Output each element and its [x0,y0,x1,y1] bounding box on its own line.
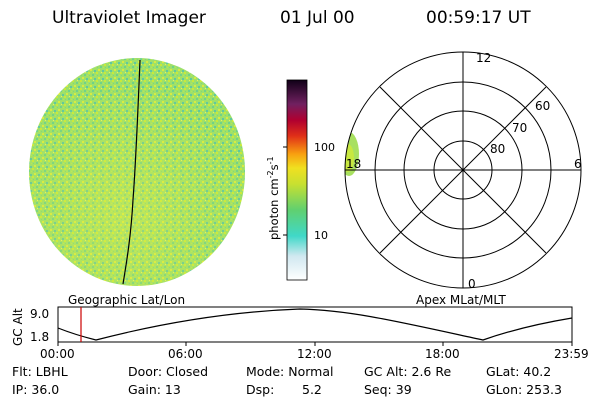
apex-caption: Apex MLat/MLT [416,293,506,307]
mlt-label-0: 0 [468,277,476,291]
gc-altitude-info: GC Alt: 2.6 Re [364,364,452,379]
geographic-caption: Geographic Lat/Lon [68,293,185,307]
sequence-info: Seq: 39 [364,382,412,397]
mlat-label-80: 80 [490,142,505,156]
mlat-label-70: 70 [512,121,527,135]
app-title: Ultraviolet Imager [52,8,206,28]
filter-info: Flt: LBHL [12,364,68,379]
y-tick-9: 9.0 [30,307,49,321]
colorbar-unit-label: photon cm-2s-1 [266,156,281,240]
meridian-diag-2 [379,86,547,254]
disk-shading [29,58,245,286]
gain-info: Gain: 13 [128,382,181,397]
x-label-0600: 06:00 [168,347,203,361]
terminator-line [122,59,141,285]
ip-info: IP: 36.0 [12,382,60,397]
altitude-timeline: 9.0 1.8 GC Alt 00:00 06:00 12:00 18:00 2… [11,306,589,361]
x-label-1200: 12:00 [297,347,332,361]
x-label-2359: 23:59 [554,347,589,361]
date-label: 01 Jul 00 [280,8,355,28]
mlt-label-6: 6 [574,157,582,171]
mlt-label-18: 18 [346,157,361,171]
polar-plot: 12 18 6 0 60 70 80 [344,51,582,291]
timeline-frame [57,306,573,343]
colorbar: 100 10 photon cm-2s-1 [266,79,335,281]
geo-latitude-info: GLat: 40.2 [486,364,552,379]
x-label-0000: 00:00 [40,347,75,361]
aurora-patch-core [345,144,354,172]
x-label-1800: 18:00 [425,347,460,361]
geographic-disk [29,58,245,286]
door-info: Door: Closed [128,364,209,379]
time-label: 00:59:17 UT [426,8,531,28]
mlat-label-60: 60 [535,99,550,113]
geo-longitude-info: GLon: 253.3 [486,382,562,397]
y-tick-1-8: 1.8 [30,330,49,344]
altitude-curve [57,308,573,341]
dsp-info-label: Dsp: [246,382,275,397]
mode-info: Mode: Normal [246,364,334,379]
timeline-ylabel: GC Alt [11,308,25,346]
colorbar-label-10: 10 [314,229,328,242]
dsp-info-value: 5.2 [302,382,322,397]
colorbar-gradient [286,79,308,281]
mlt-label-12: 12 [476,51,491,65]
colorbar-label-100: 100 [314,141,335,154]
